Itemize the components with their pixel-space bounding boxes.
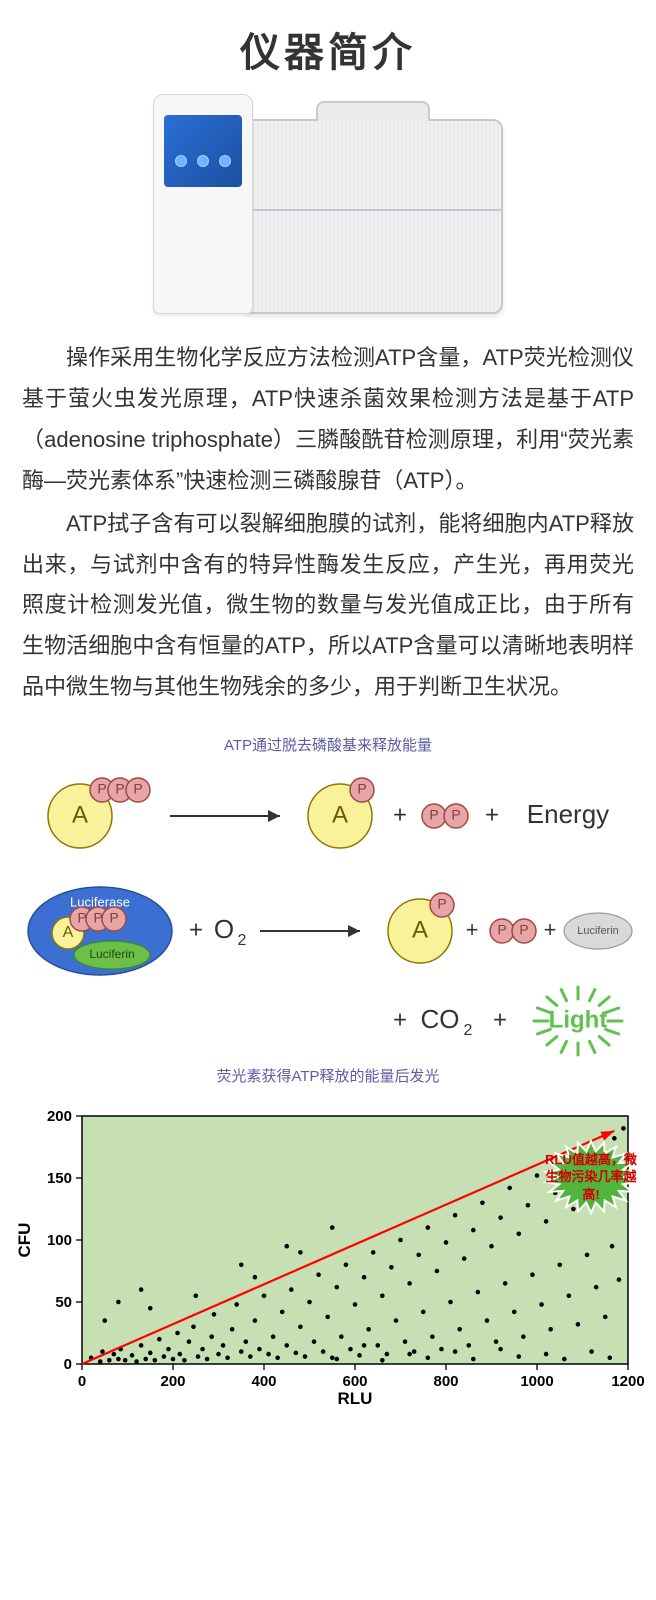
- svg-text:P: P: [437, 896, 446, 912]
- svg-text:P: P: [97, 781, 106, 797]
- svg-text:+: +: [485, 802, 499, 829]
- svg-text:400: 400: [251, 1373, 276, 1390]
- svg-text:150: 150: [47, 1170, 72, 1187]
- svg-text:+: +: [493, 1007, 507, 1034]
- svg-text:CO: CO: [421, 1004, 460, 1034]
- reaction-caption-top: ATP通过脱去磷酸基来释放能量: [0, 726, 656, 765]
- svg-text:0: 0: [78, 1373, 86, 1390]
- svg-text:2: 2: [238, 932, 247, 949]
- svg-text:P: P: [133, 781, 142, 797]
- svg-text:+: +: [189, 917, 203, 944]
- svg-text:800: 800: [433, 1373, 458, 1390]
- svg-text:P: P: [109, 910, 118, 926]
- reaction-caption-bottom: 荧光素获得ATP释放的能量后发光: [0, 1061, 656, 1096]
- svg-text:200: 200: [160, 1373, 185, 1390]
- svg-text:600: 600: [342, 1373, 367, 1390]
- svg-text:+: +: [393, 1007, 407, 1034]
- svg-text:P: P: [497, 922, 506, 938]
- svg-text:P: P: [519, 922, 528, 938]
- page-title: 仪器简介: [0, 0, 656, 94]
- svg-text:P: P: [93, 910, 102, 926]
- paragraph-2: ATP拭子含有可以裂解细胞膜的试剂，能将细胞内ATP释放出来，与试剂中含有的特异…: [22, 504, 634, 709]
- body-text: 操作采用生物化学反应方法检测ATP含量，ATP荧光检测仪基于萤火虫发光原理，AT…: [0, 338, 656, 726]
- device-illustration: [153, 94, 253, 314]
- svg-text:0: 0: [64, 1356, 72, 1373]
- svg-text:+: +: [466, 917, 479, 942]
- scatter-chart: 020040060080010001200050100150200RLUCFU …: [0, 1096, 656, 1438]
- svg-text:P: P: [451, 807, 460, 823]
- svg-text:50: 50: [55, 1294, 72, 1311]
- svg-text:P: P: [357, 781, 366, 797]
- svg-text:A: A: [332, 802, 348, 829]
- svg-text:Luciferin: Luciferin: [89, 947, 134, 961]
- svg-text:2: 2: [464, 1022, 473, 1039]
- paragraph-1: 操作采用生物化学反应方法检测ATP含量，ATP荧光检测仪基于萤火虫发光原理，AT…: [22, 338, 634, 502]
- svg-text:Light: Light: [549, 1007, 608, 1034]
- svg-text:CFU: CFU: [15, 1223, 34, 1258]
- svg-text:P: P: [77, 910, 86, 926]
- svg-text:100: 100: [47, 1232, 72, 1249]
- svg-text:A: A: [72, 802, 88, 829]
- case-illustration: [243, 119, 503, 314]
- svg-text:+: +: [544, 917, 557, 942]
- svg-text:P: P: [115, 781, 124, 797]
- badge-text: RLU值越高，微生物污染几率越高!: [532, 1151, 650, 1204]
- svg-text:Luciferin: Luciferin: [577, 925, 619, 937]
- svg-text:RLU: RLU: [338, 1389, 373, 1408]
- svg-text:A: A: [412, 917, 428, 944]
- svg-text:+: +: [393, 802, 407, 829]
- svg-text:P: P: [429, 807, 438, 823]
- svg-text:Energy: Energy: [527, 799, 609, 829]
- svg-text:200: 200: [47, 1108, 72, 1125]
- scatter-badge: RLU值越高，微生物污染几率越高!: [532, 1132, 650, 1222]
- product-photo: [0, 94, 656, 338]
- svg-text:O: O: [214, 914, 234, 944]
- reaction-diagram: APPPAP+PP+EnergyLuciferaseAPPPLuciferin+…: [0, 765, 656, 1061]
- svg-text:1000: 1000: [520, 1373, 553, 1390]
- svg-text:1200: 1200: [611, 1373, 644, 1390]
